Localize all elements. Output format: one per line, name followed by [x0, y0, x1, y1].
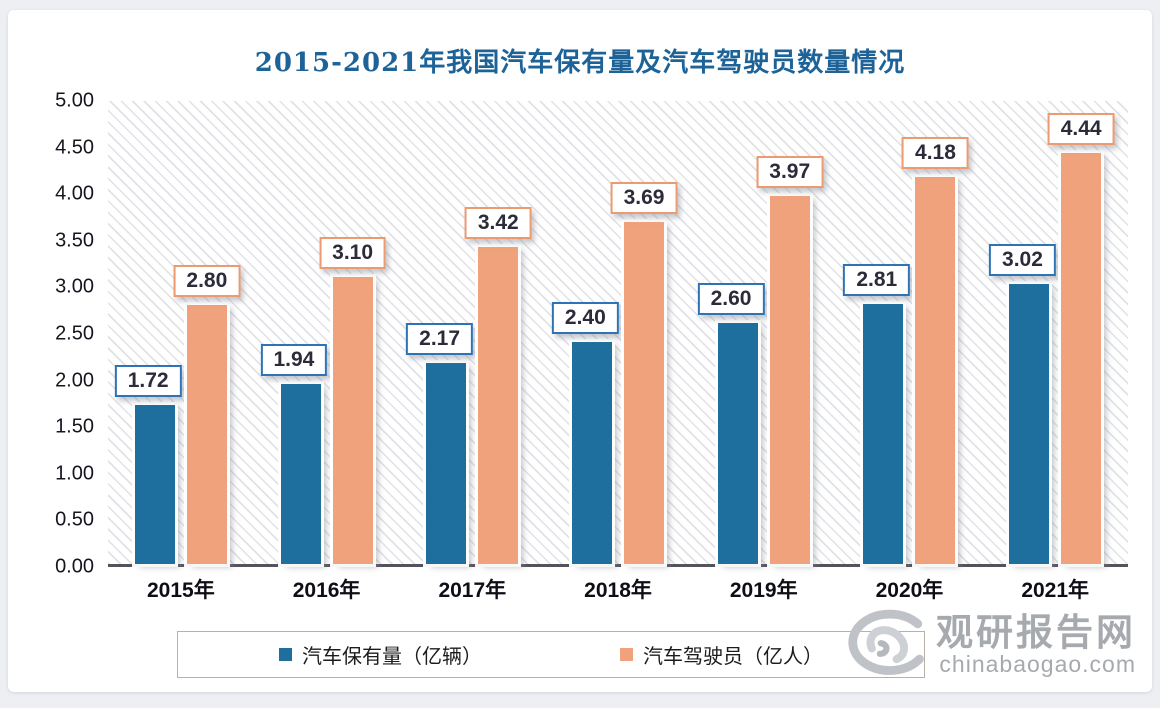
- chart-card: 2015-2021年我国汽车保有量及汽车驾驶员数量情况 5.00 4.50 4.00…: [8, 10, 1152, 692]
- bar-value-label: 3.69: [610, 182, 678, 215]
- bar-value-label: 2.80: [173, 264, 241, 297]
- bar-value-label: 3.97: [756, 156, 824, 189]
- bar-series1: 3.10: [319, 236, 387, 564]
- y-tick-label: 2.00: [55, 369, 94, 392]
- watermark: 观研报告网 chinabaogao.com: [840, 608, 1136, 682]
- legend-label: 汽车保有量（亿辆）: [302, 646, 482, 668]
- bar-value-label: 4.18: [902, 136, 969, 169]
- watermark-brand: 观研报告网: [936, 611, 1136, 653]
- watermark-logo-icon: [848, 609, 924, 675]
- bar-series0: 1.94: [260, 344, 328, 564]
- x-tick-label: 2021年: [1021, 579, 1090, 602]
- bar-series1: 3.69: [610, 182, 678, 564]
- y-tick-label: 0.50: [55, 508, 94, 531]
- chart-title: 2015-2021年我国汽车保有量及汽车驾驶员数量情况: [254, 48, 906, 78]
- x-axis: 2015年 2016年 2017年 2018年 2019年 2020年 2021年: [108, 567, 1128, 611]
- y-tick-label: 3.00: [55, 275, 94, 298]
- bar-value-label: 1.72: [114, 364, 182, 397]
- bar-group: 3.02 4.44: [982, 101, 1128, 564]
- x-tick-label: 2017年: [438, 579, 507, 602]
- y-tick-label: 0.00: [55, 555, 94, 578]
- y-tick-label: 3.50: [55, 229, 94, 252]
- bar-value-label: 2.81: [843, 263, 911, 296]
- bar-value-label: 4.44: [1047, 112, 1115, 145]
- bar-series0: 1.72: [114, 364, 182, 564]
- x-tick-label: 2016年: [292, 579, 361, 602]
- bar-series0: 2.17: [406, 323, 474, 564]
- bar-group: 2.17 3.42: [399, 101, 545, 564]
- bar-series1: 3.42: [464, 207, 532, 564]
- bar-series0: 2.60: [697, 283, 765, 564]
- legend-swatch-icon: [620, 648, 633, 661]
- legend-label: 汽车驾驶员（亿人）: [643, 646, 823, 668]
- watermark-domain: chinabaogao.com: [939, 651, 1136, 678]
- y-axis: 5.00 4.50 4.00 3.50 3.00 2.50 2.00 1.50 1.00 0.50…: [8, 90, 108, 578]
- bar-series1: 4.18: [902, 136, 969, 564]
- legend-item: 汽车保有量（亿辆）: [279, 640, 482, 669]
- bar-group: 2.81 4.18: [837, 101, 983, 564]
- bar-series0: 3.02: [989, 244, 1056, 564]
- y-tick-label: 1.50: [55, 415, 94, 438]
- bar-group: 1.72 2.80: [108, 101, 254, 564]
- bar-group: 2.40 3.69: [545, 101, 691, 564]
- y-tick-label: 4.00: [55, 182, 94, 205]
- bar-value-label: 2.60: [697, 283, 765, 316]
- x-tick-label: 2019年: [729, 579, 798, 602]
- plot-area: 1.72 2.80 1.94 3.10 2.17 3.42 2.40 3.69 2.60 3.97…: [108, 101, 1128, 567]
- bar-group: 1.94 3.10: [254, 101, 400, 564]
- x-tick-label: 2015年: [147, 579, 215, 602]
- legend: 汽车保有量（亿辆） 汽车驾驶员（亿人）: [177, 631, 925, 678]
- bar-value-label: 2.17: [406, 323, 474, 356]
- y-tick-label: 1.00: [55, 462, 94, 485]
- legend-item: 汽车驾驶员（亿人）: [620, 640, 823, 669]
- y-tick-label: 2.50: [55, 322, 94, 345]
- chart-body: 5.00 4.50 4.00 3.50 3.00 2.50 2.00 1.50 1.00 0.50…: [8, 90, 1152, 578]
- bar-series0: 2.40: [551, 301, 619, 564]
- legend-swatch-icon: [279, 648, 292, 661]
- y-tick-label: 5.00: [55, 89, 94, 112]
- bar-series1: 3.97: [756, 156, 824, 564]
- bar-value-label: 3.42: [464, 207, 532, 240]
- bar-value-label: 3.10: [319, 236, 387, 269]
- bar-series1: 4.44: [1047, 112, 1115, 564]
- bar-series1: 2.80: [173, 264, 241, 564]
- x-tick-label: 2018年: [584, 579, 652, 602]
- bar-value-label: 3.02: [989, 244, 1056, 277]
- bar-series0: 2.81: [843, 263, 911, 564]
- bar-group: 2.60 3.97: [691, 101, 837, 564]
- y-tick-label: 4.50: [55, 136, 94, 159]
- bar-value-label: 1.94: [260, 344, 328, 377]
- watermark-text: 观研报告网 chinabaogao.com: [936, 611, 1136, 678]
- x-tick-label: 2020年: [875, 579, 944, 602]
- bar-value-label: 2.40: [551, 301, 619, 334]
